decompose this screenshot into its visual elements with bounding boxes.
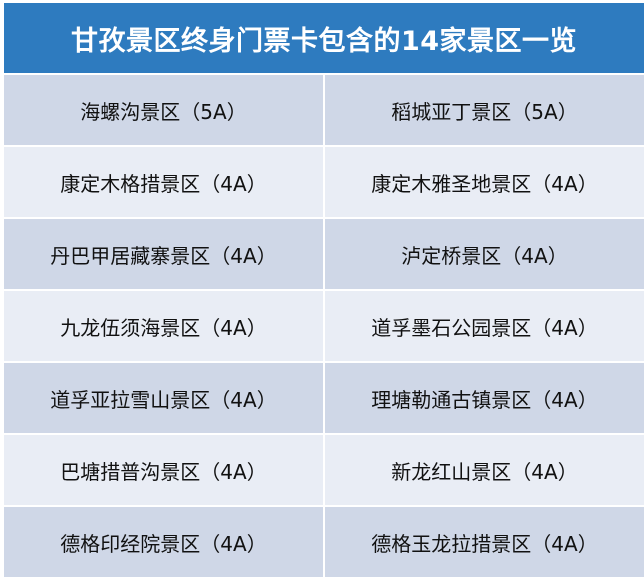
table-row: 九龙伍须海景区（4A） 道孚墨石公园景区（4A） [4,291,644,361]
table-row: 道孚亚拉雪山景区（4A） 理塘勒通古镇景区（4A） [4,363,644,433]
table-cell: 巴塘措普沟景区（4A） [4,435,323,505]
table-cell: 康定木格措景区（4A） [4,147,323,217]
table-cell: 德格玉龙拉措景区（4A） [325,507,644,577]
table-row: 德格印经院景区（4A） 德格玉龙拉措景区（4A） [4,507,644,577]
table-row: 丹巴甲居藏寨景区（4A） 泸定桥景区（4A） [4,219,644,289]
table-cell: 泸定桥景区（4A） [325,219,644,289]
table-cell: 理塘勒通古镇景区（4A） [325,363,644,433]
table-row: 海螺沟景区（5A） 稻城亚丁景区（5A） [4,75,644,145]
table-row: 康定木格措景区（4A） 康定木雅圣地景区（4A） [4,147,644,217]
scenic-areas-table: 甘孜景区终身门票卡包含的14家景区一览 海螺沟景区（5A） 稻城亚丁景区（5A）… [4,3,644,577]
table-cell: 新龙红山景区（4A） [325,435,644,505]
table-cell: 道孚亚拉雪山景区（4A） [4,363,323,433]
table-cell: 道孚墨石公园景区（4A） [325,291,644,361]
table-row: 巴塘措普沟景区（4A） 新龙红山景区（4A） [4,435,644,505]
table-cell: 德格印经院景区（4A） [4,507,323,577]
table-cell: 稻城亚丁景区（5A） [325,75,644,145]
table-title: 甘孜景区终身门票卡包含的14家景区一览 [4,3,644,73]
table-cell: 九龙伍须海景区（4A） [4,291,323,361]
table-cell: 康定木雅圣地景区（4A） [325,147,644,217]
table-cell: 丹巴甲居藏寨景区（4A） [4,219,323,289]
table-cell: 海螺沟景区（5A） [4,75,323,145]
